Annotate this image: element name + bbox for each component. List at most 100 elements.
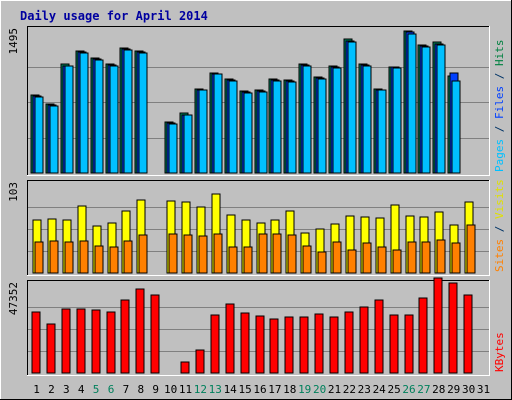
bar-kbytes-day-17 xyxy=(269,318,279,374)
bar-pages-day-5 xyxy=(94,59,104,174)
day-label-26: 26 xyxy=(402,383,415,396)
bar-sites-day-26 xyxy=(407,241,417,274)
bar-sites-day-6 xyxy=(109,246,119,274)
bar-pages-day-28 xyxy=(436,44,446,174)
bar-sites-day-15 xyxy=(243,246,253,274)
bar-pages-day-10 xyxy=(168,123,178,174)
legend-: / xyxy=(493,219,506,239)
bar-kbytes-day-9 xyxy=(150,294,160,374)
bar-kbytes-day-24 xyxy=(374,299,384,374)
bar-pages-day-12 xyxy=(198,89,208,174)
day-label-18: 18 xyxy=(283,383,296,396)
day-label-16: 16 xyxy=(253,383,266,396)
bar-pages-day-15 xyxy=(243,92,253,174)
bar-sites-day-28 xyxy=(436,239,446,274)
panel-hits_files_pages: 1495 Pages / Files / Hits xyxy=(7,26,506,176)
bar-kbytes-day-8 xyxy=(135,288,145,374)
bar-pages-day-20 xyxy=(317,78,327,174)
panel-legend: KBytes xyxy=(493,332,506,372)
bar-kbytes-day-22 xyxy=(344,311,354,374)
bar-kbytes-day-3 xyxy=(61,308,71,374)
bar-pages-day-26 xyxy=(407,33,417,174)
day-label-19: 19 xyxy=(298,383,311,396)
day-label-31: 31 xyxy=(477,383,490,396)
day-label-3: 3 xyxy=(63,383,70,396)
day-label-15: 15 xyxy=(238,383,251,396)
bar-sites-day-24 xyxy=(377,246,387,274)
bar-pages-day-7 xyxy=(123,49,133,174)
bar-sites-day-7 xyxy=(123,240,133,274)
bar-pages-day-13 xyxy=(213,73,223,174)
bar-kbytes-day-18 xyxy=(284,316,294,374)
bar-sites-day-25 xyxy=(392,249,402,274)
bar-sites-day-5 xyxy=(94,245,104,274)
legend-kbytes: KBytes xyxy=(493,332,506,372)
bar-kbytes-day-28 xyxy=(433,277,443,374)
legend-: / xyxy=(493,66,506,86)
bar-sites-day-19 xyxy=(302,245,312,274)
bar-pages-day-17 xyxy=(272,80,282,174)
bar-sites-day-8 xyxy=(138,234,148,274)
bar-sites-day-13 xyxy=(213,233,223,274)
panel-max-label: 1495 xyxy=(7,28,20,55)
legend-files: Files xyxy=(493,86,506,119)
bar-pages-day-18 xyxy=(287,81,297,174)
bar-kbytes-day-12 xyxy=(195,349,205,374)
bar-sites-day-27 xyxy=(421,241,431,274)
day-label-8: 8 xyxy=(137,383,144,396)
panel-max-label: 47352 xyxy=(7,282,20,315)
day-label-14: 14 xyxy=(224,383,238,396)
bar-kbytes-day-13 xyxy=(210,314,220,374)
legend-visits: Visits xyxy=(493,179,506,219)
panel-max-label: 103 xyxy=(7,182,20,202)
bar-pages-day-27 xyxy=(421,46,431,174)
bar-pages-day-2 xyxy=(49,105,59,174)
bar-pages-day-4 xyxy=(79,52,89,174)
day-label-23: 23 xyxy=(358,383,371,396)
day-label-5: 5 xyxy=(93,383,100,396)
day-label-17: 17 xyxy=(268,383,281,396)
day-label-9: 9 xyxy=(152,383,159,396)
bar-kbytes-day-7 xyxy=(120,299,130,374)
day-labels: 1 2 3 4 5 6 7 8 9 10 11 12 13 14 15 16 17 18 19 20 21 22 23 24 2… xyxy=(33,383,490,396)
day-label-20: 20 xyxy=(313,383,326,396)
bar-sites-day-16 xyxy=(258,233,268,274)
bar-pages-day-3 xyxy=(64,65,74,174)
bar-pages-day-14 xyxy=(228,80,238,174)
bar-kbytes-day-14 xyxy=(225,303,235,374)
bar-pages-day-1 xyxy=(34,96,44,174)
day-label-24: 24 xyxy=(373,383,387,396)
panels-group: 1495 Pages / Files / Hits 103 Sites / Visit… xyxy=(7,26,506,376)
bar-sites-day-11 xyxy=(183,234,193,274)
bar-kbytes-day-21 xyxy=(329,316,339,374)
day-label-27: 27 xyxy=(417,383,430,396)
bar-kbytes-day-6 xyxy=(106,311,116,374)
legend-sites: Sites xyxy=(493,239,506,272)
bar-pages-day-21 xyxy=(332,67,342,174)
day-label-22: 22 xyxy=(343,383,356,396)
bar-sites-day-3 xyxy=(64,241,74,274)
bar-sites-day-18 xyxy=(287,234,297,274)
day-label-11: 11 xyxy=(179,383,192,396)
bar-sites-day-21 xyxy=(332,241,342,274)
chart-title: Daily usage for April 2014 xyxy=(20,9,208,23)
bar-pages-day-24 xyxy=(377,89,387,174)
bar-sites-day-2 xyxy=(49,240,59,274)
day-label-29: 29 xyxy=(447,383,460,396)
panel-visits_sites: 103 Sites / Visits xyxy=(7,179,506,276)
bar-pages-day-8 xyxy=(138,52,148,174)
bar-kbytes-day-27 xyxy=(418,297,428,374)
legend-: / xyxy=(493,119,506,139)
bar-sites-day-4 xyxy=(79,240,89,274)
day-label-1: 1 xyxy=(33,383,40,396)
bar-sites-day-30 xyxy=(466,224,476,274)
bar-sites-day-22 xyxy=(347,249,357,274)
bar-kbytes-day-4 xyxy=(76,308,86,374)
bar-pages-day-16 xyxy=(258,91,268,174)
bar-pages-day-29 xyxy=(451,80,461,174)
legend-pages: Pages xyxy=(493,139,506,172)
bar-sites-day-12 xyxy=(198,235,208,274)
bar-kbytes-day-2 xyxy=(46,323,56,374)
bar-pages-day-6 xyxy=(109,65,119,174)
